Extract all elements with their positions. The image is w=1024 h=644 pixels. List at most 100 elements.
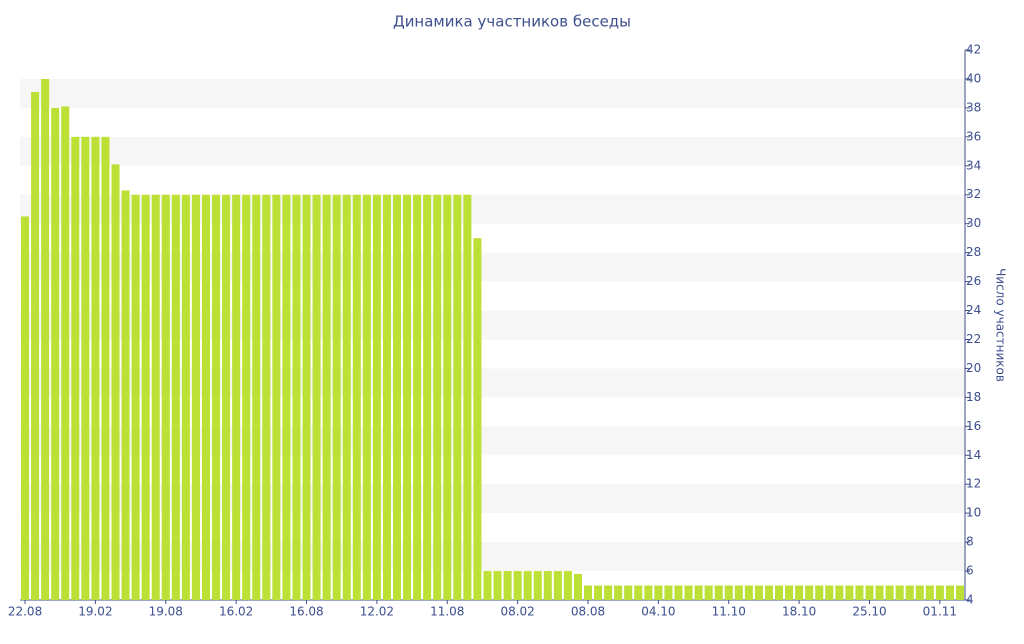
bar	[131, 194, 140, 600]
x-tick-label: 01.11	[923, 605, 957, 619]
y-tick-label: 36	[966, 129, 981, 143]
x-tick-label: 08.02	[500, 605, 534, 619]
x-tick-label: 11.08	[430, 605, 464, 619]
bar	[71, 136, 80, 600]
bar	[573, 573, 582, 600]
y-tick-label: 12	[966, 477, 981, 491]
bar	[191, 194, 200, 600]
bar	[392, 194, 402, 600]
bar	[51, 107, 60, 600]
bar	[362, 194, 371, 600]
bar	[644, 585, 653, 600]
bar	[101, 136, 110, 600]
x-tick-label: 08.08	[571, 605, 605, 619]
bar	[141, 194, 150, 600]
bar	[181, 194, 190, 600]
bar	[724, 585, 733, 600]
bar	[795, 585, 804, 600]
bar	[744, 585, 753, 600]
bar	[322, 194, 331, 600]
bar	[21, 216, 30, 600]
bar	[885, 585, 894, 600]
y-tick-label: 10	[966, 506, 981, 520]
x-tick-label: 25.10	[852, 605, 886, 619]
bar	[684, 585, 693, 600]
bar	[714, 585, 723, 600]
x-tick-label: 19.08	[149, 605, 183, 619]
bar	[473, 238, 482, 600]
y-tick-label: 38	[966, 100, 981, 114]
bar	[272, 194, 281, 600]
bar	[232, 194, 241, 600]
y-tick-label: 18	[966, 390, 981, 404]
bar	[664, 585, 673, 600]
y-tick-label: 6	[966, 564, 974, 578]
y-tick-label: 42	[966, 43, 981, 57]
bar	[41, 78, 50, 600]
bar	[553, 571, 562, 600]
bar	[945, 585, 954, 600]
bar	[453, 194, 462, 600]
x-tick-label: 12.02	[360, 605, 394, 619]
bar	[403, 194, 412, 600]
x-tick-label: 16.02	[219, 605, 253, 619]
x-tick-label: 04.10	[641, 605, 675, 619]
y-axis-label: Число участников	[994, 268, 1008, 382]
y-tick-label: 22	[966, 332, 981, 346]
bar	[493, 571, 502, 600]
bar	[925, 585, 934, 600]
bar	[282, 194, 291, 600]
bar	[855, 585, 864, 600]
bar	[352, 194, 361, 600]
x-tick-label: 16.08	[289, 605, 323, 619]
bar	[764, 585, 773, 600]
bar	[935, 585, 944, 600]
chart-title: Динамика участников беседы	[393, 13, 631, 31]
y-tick-label: 16	[966, 419, 981, 433]
bar	[905, 585, 914, 600]
bar	[31, 91, 40, 600]
bar	[433, 194, 442, 600]
bar	[543, 571, 552, 600]
bar	[805, 585, 814, 600]
bar	[252, 194, 261, 600]
bar	[443, 194, 452, 600]
bar	[372, 194, 381, 600]
bar	[111, 164, 120, 600]
bar	[161, 194, 170, 600]
bar	[242, 194, 251, 600]
bar	[634, 585, 643, 600]
bar	[604, 585, 613, 600]
bar	[624, 585, 633, 600]
y-tick-label: 40	[966, 71, 981, 85]
bar	[694, 585, 703, 600]
bar	[895, 585, 904, 600]
bar	[332, 194, 341, 600]
y-tick-label: 24	[966, 303, 981, 317]
bar	[955, 585, 964, 600]
bar	[563, 571, 572, 600]
x-tick-label: 19.02	[78, 605, 112, 619]
bar	[292, 194, 301, 600]
bar	[81, 136, 90, 600]
bar	[583, 585, 593, 600]
y-tick-label: 30	[966, 216, 981, 230]
y-tick-label: 20	[966, 361, 981, 375]
bar	[513, 571, 522, 600]
bar	[91, 136, 100, 600]
x-tick-label: 11.10	[712, 605, 746, 619]
bar	[875, 585, 884, 600]
bar	[121, 190, 130, 601]
bar	[845, 585, 854, 600]
bar	[785, 585, 794, 600]
bar	[212, 194, 221, 600]
bar	[774, 585, 784, 600]
bar	[815, 585, 824, 600]
bar	[483, 571, 492, 600]
bar	[201, 194, 211, 600]
grid-band	[20, 136, 965, 166]
grid-band	[20, 78, 965, 108]
bar	[302, 194, 311, 600]
x-tick-label: 22.08	[8, 605, 42, 619]
